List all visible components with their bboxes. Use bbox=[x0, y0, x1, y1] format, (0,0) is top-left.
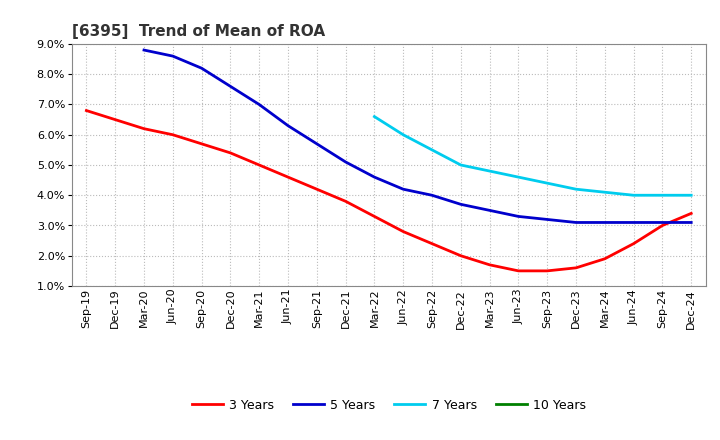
5 Years bbox=[284, 123, 292, 128]
3 Years bbox=[82, 108, 91, 113]
3 Years bbox=[197, 141, 206, 147]
7 Years bbox=[629, 193, 638, 198]
Legend: 3 Years, 5 Years, 7 Years, 10 Years: 3 Years, 5 Years, 7 Years, 10 Years bbox=[186, 394, 591, 417]
3 Years bbox=[572, 265, 580, 271]
5 Years bbox=[226, 84, 235, 89]
5 Years bbox=[312, 141, 321, 147]
Text: [6395]  Trend of Mean of ROA: [6395] Trend of Mean of ROA bbox=[72, 24, 325, 39]
7 Years bbox=[456, 162, 465, 168]
5 Years bbox=[514, 214, 523, 219]
3 Years bbox=[629, 241, 638, 246]
3 Years bbox=[485, 262, 494, 268]
7 Years bbox=[399, 132, 408, 137]
3 Years bbox=[543, 268, 552, 274]
5 Years bbox=[370, 174, 379, 180]
3 Years bbox=[428, 241, 436, 246]
3 Years bbox=[140, 126, 148, 131]
7 Years bbox=[600, 190, 609, 195]
5 Years bbox=[341, 159, 350, 165]
3 Years bbox=[255, 162, 264, 168]
7 Years bbox=[543, 180, 552, 186]
3 Years bbox=[399, 229, 408, 234]
3 Years bbox=[226, 150, 235, 156]
3 Years bbox=[514, 268, 523, 274]
7 Years bbox=[370, 114, 379, 119]
Line: 5 Years: 5 Years bbox=[144, 50, 691, 223]
3 Years bbox=[341, 198, 350, 204]
3 Years bbox=[687, 211, 696, 216]
7 Years bbox=[658, 193, 667, 198]
3 Years bbox=[284, 174, 292, 180]
3 Years bbox=[111, 117, 120, 122]
5 Years bbox=[629, 220, 638, 225]
7 Years bbox=[572, 187, 580, 192]
7 Years bbox=[514, 174, 523, 180]
5 Years bbox=[197, 66, 206, 71]
3 Years bbox=[600, 256, 609, 261]
5 Years bbox=[572, 220, 580, 225]
7 Years bbox=[485, 169, 494, 174]
5 Years bbox=[687, 220, 696, 225]
5 Years bbox=[658, 220, 667, 225]
5 Years bbox=[543, 217, 552, 222]
3 Years bbox=[658, 223, 667, 228]
5 Years bbox=[399, 187, 408, 192]
Line: 7 Years: 7 Years bbox=[374, 117, 691, 195]
5 Years bbox=[600, 220, 609, 225]
3 Years bbox=[312, 187, 321, 192]
7 Years bbox=[687, 193, 696, 198]
Line: 3 Years: 3 Years bbox=[86, 110, 691, 271]
3 Years bbox=[168, 132, 177, 137]
7 Years bbox=[428, 147, 436, 153]
5 Years bbox=[140, 48, 148, 53]
5 Years bbox=[168, 53, 177, 59]
3 Years bbox=[370, 214, 379, 219]
5 Years bbox=[428, 193, 436, 198]
5 Years bbox=[485, 208, 494, 213]
5 Years bbox=[255, 102, 264, 107]
3 Years bbox=[456, 253, 465, 258]
5 Years bbox=[456, 202, 465, 207]
